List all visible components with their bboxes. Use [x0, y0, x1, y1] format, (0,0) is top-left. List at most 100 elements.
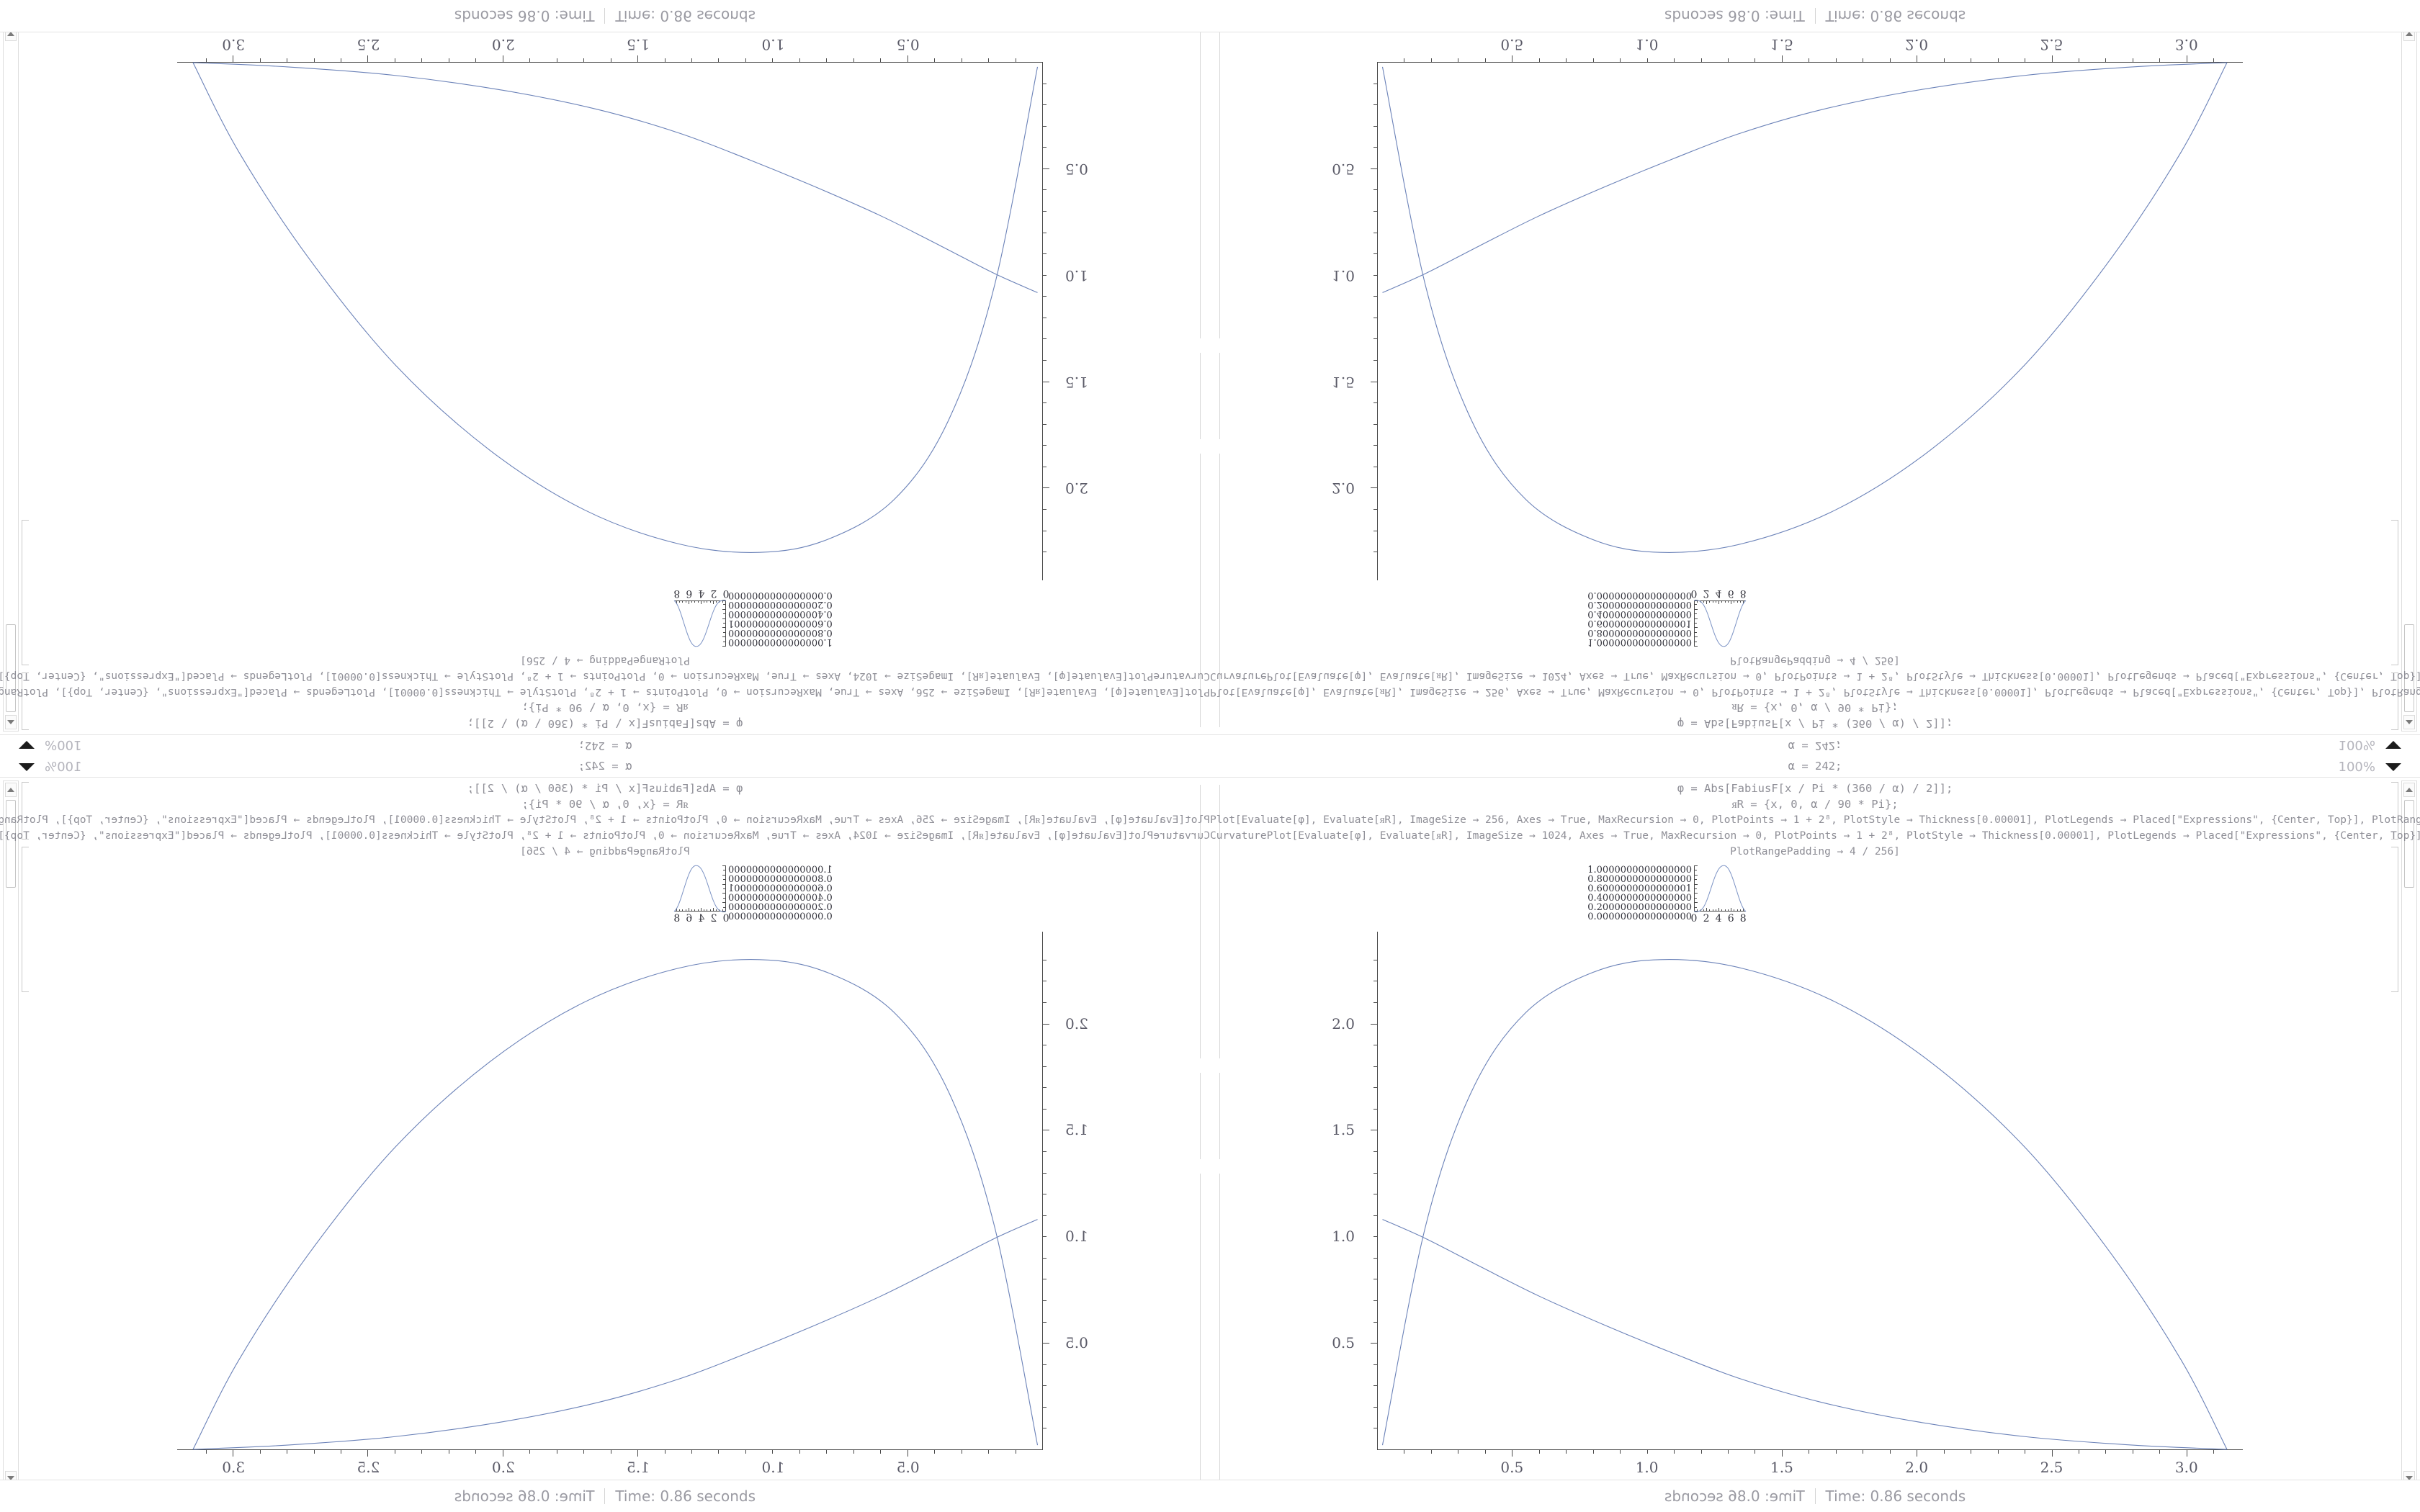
legend-x-tick	[1706, 908, 1708, 911]
y-tick	[1043, 104, 1047, 106]
code-line-5[interactable]: PlotRangePadding → 4 / 256]	[520, 654, 690, 666]
y-tick	[1043, 1300, 1047, 1301]
code-line-3[interactable]: Plot[Evaluate[φ], Evaluate[ᴙR], ImageSiz…	[0, 814, 1210, 826]
y-tick-label: 1.5	[1065, 1121, 1088, 1139]
vertical-scrollbar[interactable]	[3, 24, 19, 732]
code-line-0[interactable]: α = 242;	[1788, 739, 1842, 752]
legend-x-tick	[1700, 909, 1701, 911]
y-tick	[1043, 1087, 1047, 1089]
x-tick	[2051, 1450, 2053, 1457]
code-line-4[interactable]: CurvaturePlot[Evaluate[φ], Evaluate[ᴙR],…	[0, 830, 1210, 842]
legend-y-tick-label: 0.4000000000000000	[728, 608, 833, 619]
rail-segment	[1219, 29, 1220, 338]
code-line-3[interactable]: Plot[Evaluate[φ], Evaluate[ᴙR], ImageSiz…	[1210, 686, 2420, 698]
legend-y-tick-label: 0.0000000000000000	[728, 590, 833, 600]
legend-x-tick-label: 6	[1727, 588, 1734, 599]
status-bar: Time: 0.86 seconds Time: 0.86 seconds	[0, 1480, 1210, 1512]
y-tick	[1373, 1300, 1377, 1301]
legend-y-axis	[1694, 865, 1695, 912]
y-tick	[1373, 1236, 1377, 1238]
y-tick	[1043, 1321, 1047, 1323]
legend-y-tick-label: 0.2000000000000000	[1587, 599, 1692, 610]
legend-inset-plot: 1.0000000000000000 0.8000000000000000 0.60…	[1587, 865, 1747, 924]
code-line-1[interactable]: φ = Abs[FabiusF[x / Pi * (360 / α) / 2]]…	[1677, 717, 1953, 730]
legend-inset-plot: 1.0000000000000000 0.8000000000000000 0.60…	[673, 865, 832, 924]
cell-bracket[interactable]	[22, 520, 29, 665]
vertical-scrollbar[interactable]	[2401, 780, 2417, 1488]
curvature-plot: 0.5 1.0 1.5 2.0 2.5 3.0 0.5 1.0 1.5 2.0	[1332, 36, 2243, 580]
code-cell[interactable]: α = 242; φ = Abs[FabiusF[x / Pi * (360 / …	[0, 756, 1210, 860]
status-separator	[604, 1488, 606, 1504]
cell-bracket[interactable]	[2391, 847, 2398, 992]
notebook-left-rail	[1216, 756, 1226, 1512]
cell-bracket[interactable]	[22, 847, 29, 992]
code-line-0[interactable]: α = 242;	[578, 739, 632, 752]
code-cell[interactable]: α = 242; φ = Abs[FabiusF[x / Pi * (360 / …	[1210, 756, 2420, 860]
y-tick	[1373, 1087, 1377, 1089]
y-tick-label: 2.0	[1065, 480, 1088, 498]
code-line-4[interactable]: CurvaturePlot[Evaluate[φ], Evaluate[ᴙR],…	[1210, 830, 2420, 842]
legend-y-tick-label: 1.0000000000000000	[728, 636, 833, 647]
legend-x-tick-label: 4	[698, 588, 705, 599]
legend-y-tick-label: 1.0000000000000000	[1587, 636, 1692, 647]
y-tick	[1043, 360, 1047, 361]
y-tick-label: 0.5	[1065, 1334, 1088, 1352]
scrollbar-thumb[interactable]	[2404, 800, 2414, 888]
vertical-scrollbar[interactable]	[2401, 24, 2417, 732]
curvature-plot: 0.5 1.0 1.5 2.0 2.5 3.0 0.5 1.0 1.5 2.0	[177, 36, 1088, 580]
code-line-5[interactable]: PlotRangePadding → 4 / 256]	[520, 846, 690, 858]
code-cell[interactable]: α = 242; φ = Abs[FabiusF[x / Pi * (360 / …	[0, 652, 1210, 756]
cell-bracket[interactable]	[2391, 782, 2398, 840]
y-tick	[1043, 338, 1047, 340]
legend-y-tick-labels: 1.0000000000000000 0.8000000000000000 0.60…	[726, 865, 833, 922]
x-tick	[1997, 1450, 1999, 1454]
scroll-up-button[interactable]	[2403, 783, 2415, 797]
code-line-1[interactable]: φ = Abs[FabiusF[x / Pi * (360 / α) / 2]]…	[1677, 782, 1953, 795]
legend-x-tick	[1709, 909, 1711, 911]
code-line-2[interactable]: ᴙR = {x, 0, α / 90 * Pi};	[521, 701, 689, 714]
code-line-3[interactable]: Plot[Evaluate[φ], Evaluate[ᴙR], ImageSiz…	[1210, 814, 2420, 826]
y-tick	[1043, 1172, 1047, 1174]
rail-segment	[1200, 353, 1201, 439]
code-line-0[interactable]: α = 242;	[1788, 760, 1842, 773]
code-line-0[interactable]: α = 242;	[578, 760, 632, 773]
code-line-5[interactable]: PlotRangePadding → 4 / 256]	[1730, 846, 1900, 858]
code-cell[interactable]: α = 242; φ = Abs[FabiusF[x / Pi * (360 / …	[1210, 652, 2420, 756]
code-line-4[interactable]: CurvaturePlot[Evaluate[φ], Evaluate[ᴙR],…	[0, 670, 1210, 682]
y-tick	[1043, 1364, 1047, 1365]
y-tick	[1043, 296, 1047, 297]
legend-y-tick	[1695, 897, 1697, 899]
y-tick	[1373, 1002, 1377, 1003]
rail-segment	[1200, 29, 1201, 338]
curvature-plot: 0.5 1.0 1.5 2.0 2.5 3.0 0.5 1.0 1.5 2.0	[177, 932, 1088, 1476]
code-line-2[interactable]: ᴙR = {x, 0, α / 90 * Pi};	[521, 798, 689, 811]
header-divider	[1210, 777, 2420, 778]
chevron-down-icon[interactable]	[2385, 762, 2401, 771]
y-tick-label: 1.0	[1065, 266, 1088, 284]
y-tick	[1373, 1257, 1377, 1259]
status-separator	[1814, 1488, 1816, 1504]
x-tick	[1889, 1450, 1891, 1454]
x-tick	[2213, 1450, 2215, 1454]
legend-y-tick-label: 0.8000000000000000	[1587, 627, 1692, 638]
code-line-2[interactable]: ᴙR = {x, 0, α / 90 * Pi};	[1731, 701, 1899, 714]
code-line-4[interactable]: CurvaturePlot[Evaluate[φ], Evaluate[ᴙR],…	[1210, 670, 2420, 682]
notebook-page-tl: 100% Time: 0.86 seconds Time: 0.86 secon…	[0, 0, 1210, 756]
cell-bracket[interactable]	[2391, 520, 2398, 665]
x-tick-label: 3.0	[2174, 1459, 2198, 1476]
code-line-2[interactable]: ᴙR = {x, 0, α / 90 * Pi};	[1731, 798, 1899, 811]
status-time: Time: 0.86 seconds	[1825, 7, 1966, 24]
legend-x-tick-label: 6	[686, 913, 693, 924]
code-line-5[interactable]: PlotRangePadding → 4 / 256]	[1730, 654, 1900, 666]
code-line-3[interactable]: Plot[Evaluate[φ], Evaluate[ᴙR], ImageSiz…	[0, 686, 1210, 698]
curvature-curve	[1381, 959, 2228, 1450]
vertical-scrollbar[interactable]	[3, 780, 19, 1488]
code-line-1[interactable]: φ = Abs[FabiusF[x / Pi * (360 / α) / 2]]…	[467, 717, 743, 730]
y-tick-label: 1.0	[1065, 1228, 1088, 1246]
rail-segment	[1219, 785, 1220, 1058]
notebook-left-rail	[1194, 756, 1204, 1512]
zoom-control[interactable]: 100%	[2339, 756, 2420, 778]
code-line-1[interactable]: φ = Abs[FabiusF[x / Pi * (360 / α) / 2]]…	[467, 782, 743, 795]
